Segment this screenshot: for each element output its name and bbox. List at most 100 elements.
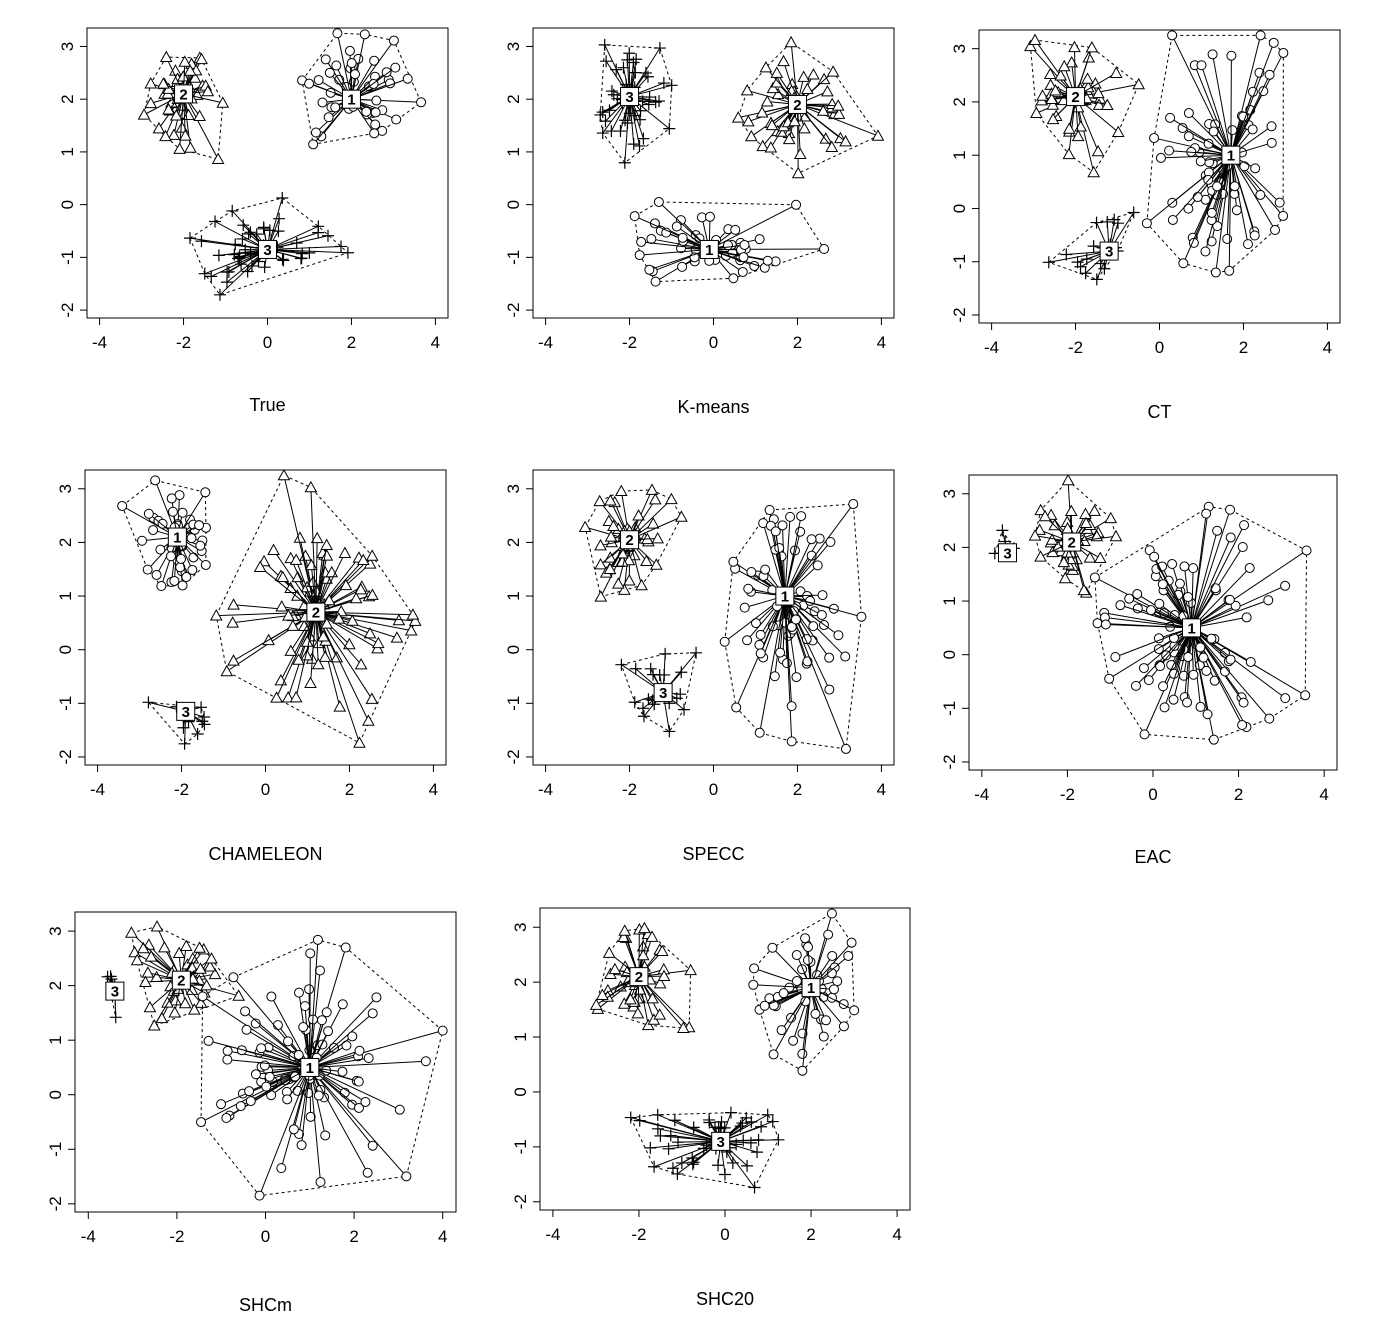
point-plus [653,42,666,55]
point-triangle [1034,503,1048,516]
point-circle [777,520,788,531]
point-circle [829,984,840,995]
point-circle [1206,236,1217,247]
point-circle [332,28,343,39]
cluster-center-box [167,527,187,547]
point-triangle [161,996,174,1008]
y-tick-label: 0 [950,204,969,213]
point-plus [772,1133,785,1146]
point-circle [1167,214,1178,225]
cluster-center-box [105,981,125,1001]
point-triangle [346,614,359,626]
point-circle [1280,693,1291,704]
cluster-label: 1 [347,92,355,109]
point-triangle [759,60,773,73]
spoke-line [315,611,369,722]
point-circle [272,1020,283,1031]
point-triangle [608,962,622,975]
point-circle [282,1094,293,1105]
spoke-line [1171,35,1232,156]
point-circle [1224,594,1235,605]
point-circle [704,211,715,222]
point-triangle [832,107,846,119]
x-tick-label: 0 [261,1227,270,1246]
point-plus [748,1181,761,1194]
point-triangle [646,991,659,1004]
point-circle [1183,592,1194,603]
spoke-line [216,611,316,617]
point-plus [649,96,662,109]
spoke-line [315,611,379,644]
cluster-center-box [176,701,196,721]
point-circle [1264,69,1275,80]
x-tick-label: -4 [984,338,999,357]
point-triangle [178,55,192,67]
point-circle [1239,161,1250,172]
point-plus [629,66,642,79]
point-circle [1132,603,1143,614]
point-triangle [162,103,175,115]
point-circle [650,276,661,287]
x-tick-label: 0 [1155,338,1164,357]
point-plus [718,1168,731,1181]
point-circle [629,211,640,222]
spoke-line [657,1114,721,1142]
point-triangle [793,147,807,160]
point-circle [169,575,180,586]
point-triangle [136,941,150,954]
point-plus [178,737,191,750]
point-circle [719,636,730,647]
point-circle [1238,111,1249,122]
point-circle [762,255,773,266]
point-plus [1079,267,1092,280]
point-plus [213,288,226,301]
point-triangle [1049,84,1062,96]
point-triangle [632,509,645,521]
x-tick-label: -2 [1068,338,1083,357]
point-circle [261,1081,272,1092]
point-plus [666,1162,679,1175]
point-circle [222,1045,233,1056]
point-circle [796,511,807,522]
point-circle [401,1171,412,1182]
point-triangle [800,82,814,94]
point-circle [340,942,351,953]
cluster-label: 3 [1105,244,1113,261]
spoke-line [1094,576,1192,629]
y-tick-label: -1 [940,701,959,716]
panel-7: 2 3 1 -4 -2 0 2 4 -2 -1 0 1 2 3 SHCm [46,911,457,1315]
point-circle [369,128,380,139]
point-plus [647,668,660,681]
point-circle [200,559,211,570]
point-plus [675,666,688,679]
point-circle [1244,562,1255,573]
point-plus [615,658,628,671]
point-triangle [1132,77,1146,90]
panel-title: EAC [1134,847,1171,867]
point-triangle [365,692,379,704]
point-triangle [194,996,208,1008]
cluster-label: 2 [179,86,187,103]
y-tick-label: 3 [56,484,75,493]
point-circle [1212,525,1223,536]
point-plus [596,127,609,140]
spoke-line [315,611,416,622]
x-tick-label: 4 [1323,338,1332,357]
point-triangle [152,121,166,134]
y-tick-label: -1 [504,250,523,265]
point-triangle [602,946,616,958]
x-tick-label: -2 [631,1225,646,1244]
point-triangle [603,562,617,575]
x-tick-label: 4 [877,333,886,352]
point-circle [636,236,647,247]
point-plus [191,727,204,740]
spoke-line [653,1140,721,1168]
point-triangle [825,140,839,152]
point-plus [109,1011,122,1024]
point-triangle [839,134,852,147]
point-circle [304,984,315,995]
point-circle [369,55,380,66]
point-plus [236,232,249,245]
point-triangle [624,992,637,1005]
